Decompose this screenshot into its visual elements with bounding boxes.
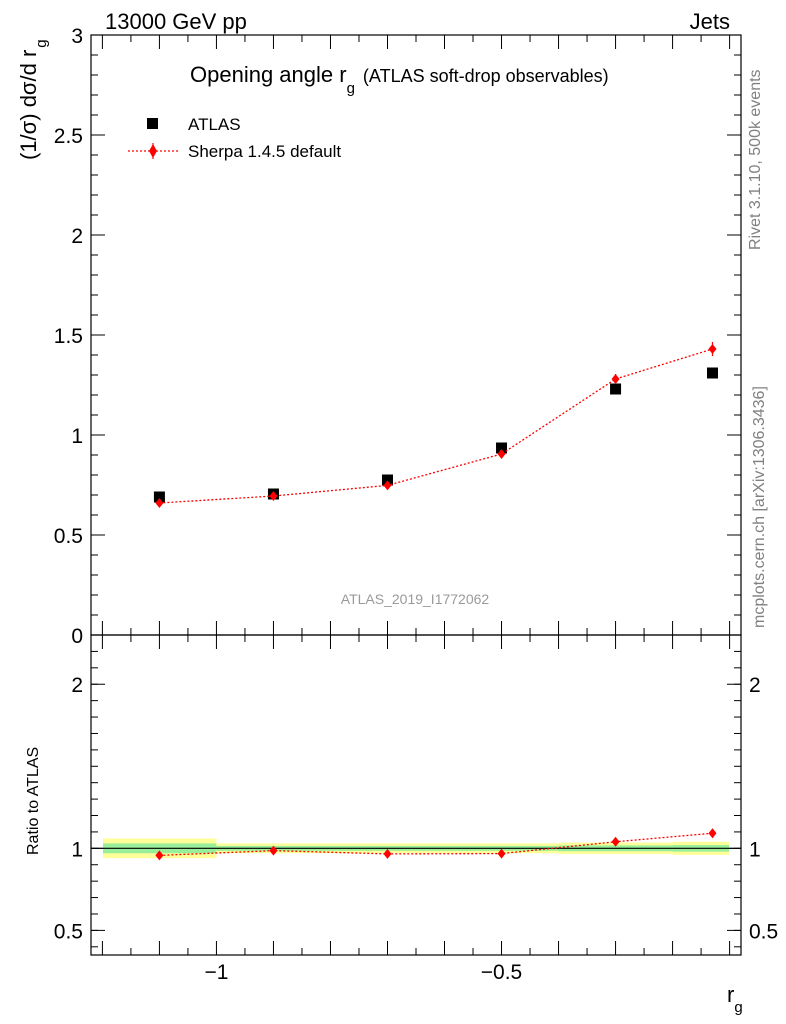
sherpa-point	[269, 491, 278, 501]
header-left: 13000 GeV pp	[105, 9, 247, 34]
y-tick-label: 2.5	[54, 125, 83, 148]
y-tick-label: 0	[71, 625, 83, 648]
ratio-point	[269, 845, 278, 856]
chart-title: Opening angle rg (ATLAS soft-drop observa…	[190, 62, 609, 97]
ratio-y-tick-label-right: 2	[749, 674, 761, 697]
y-axis-label-top: (1/σ) dσ/d r g	[16, 39, 50, 160]
x-axis-label: rg	[727, 982, 743, 1016]
atlas-point	[381, 474, 393, 486]
sherpa-point	[708, 344, 717, 354]
sherpa-point	[383, 480, 392, 491]
x-axis-label-sub: g	[734, 999, 742, 1016]
ratio-point	[497, 848, 506, 859]
chart-title-main: Opening angle r	[190, 62, 347, 87]
sherpa-point	[155, 498, 164, 508]
ratio-y-tick-label: 2	[71, 674, 83, 697]
atlas-point	[610, 383, 622, 395]
chart-title-sub: g	[347, 80, 355, 97]
side-text-bottom: mcplots.cern.ch [arXiv:1306.3436]	[751, 386, 768, 628]
series-sherpa	[155, 342, 717, 508]
series-atlas	[153, 367, 718, 503]
legend: ATLAS Sherpa 1.4.5 default	[128, 115, 341, 161]
watermark: ATLAS_2019_I1772062	[341, 591, 490, 607]
ratio-line	[159, 832, 713, 857]
sherpa-line	[159, 348, 713, 504]
ratio-y-tick-label-right: 0.5	[749, 920, 778, 943]
y-tick-label: 1.5	[54, 325, 83, 348]
sherpa-point	[497, 449, 506, 459]
top-axis-ticks: 0 0.5 1 1.5 2 2.5 3	[54, 25, 741, 648]
y-axis-label-bottom: Ratio to ATLAS	[25, 747, 42, 855]
header-right: Jets	[690, 9, 730, 34]
legend-marker-sherpa	[149, 144, 157, 158]
y-tick-label: 0.5	[54, 525, 83, 548]
ratio-y-tick-label-right: 1	[749, 838, 761, 861]
y-tick-label: 3	[71, 25, 83, 48]
ratio-point	[155, 850, 164, 861]
bottom-plot-frame	[90, 634, 742, 956]
chart-title-suffix: (ATLAS soft-drop observables)	[363, 66, 609, 86]
x-axis-label-main: r	[727, 982, 734, 1007]
atlas-point	[706, 367, 718, 379]
y-axis-label-top-sub: g	[33, 39, 50, 47]
x-tick-label: −1	[204, 961, 228, 984]
x-tick-label: −0.5	[481, 961, 522, 984]
atlas-point	[153, 491, 165, 503]
ratio-point	[708, 828, 717, 839]
y-axis-label-top-main: (1/σ) dσ/d r	[16, 50, 41, 160]
ratio-point	[611, 836, 620, 847]
y-tick-label: 1	[71, 425, 83, 448]
legend-marker-atlas	[147, 118, 158, 129]
side-text-top: Rivet 3.1.10, 500k events	[747, 69, 764, 250]
bottom-axis-ticks: −1 −0.5 0.5 0.5 1 1 2 2	[54, 635, 778, 984]
legend-label-atlas: ATLAS	[188, 115, 241, 134]
sherpa-point	[611, 374, 620, 384]
atlas-point	[496, 442, 508, 454]
ratio-y-tick-label: 1	[71, 838, 83, 861]
ratio-y-tick-label: 0.5	[54, 920, 83, 943]
legend-label-sherpa: Sherpa 1.4.5 default	[188, 142, 341, 161]
y-tick-label: 2	[71, 225, 83, 248]
ratio-point	[383, 848, 392, 859]
ratio-series	[155, 828, 717, 861]
